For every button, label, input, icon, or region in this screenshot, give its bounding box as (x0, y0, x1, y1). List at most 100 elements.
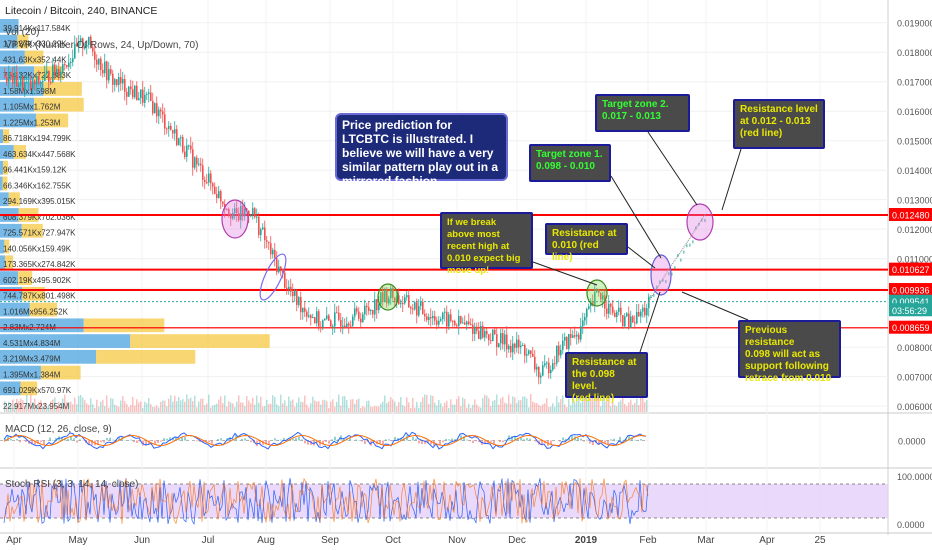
candle-body (634, 322, 636, 324)
candle-body (152, 100, 154, 114)
candle-body (136, 85, 138, 101)
volume-bar (40, 400, 42, 412)
candle-body (290, 286, 292, 292)
highlight-circle-july-top (221, 199, 249, 239)
volume-bar (34, 398, 36, 412)
volume-bar (384, 395, 386, 412)
volume-bar (176, 401, 178, 412)
macd-histogram-bar (160, 440, 162, 442)
volume-bar (280, 394, 282, 412)
volume-bar (22, 400, 24, 412)
vpvr-row-label: 602.19Kx495.902K (3, 276, 72, 285)
macd-histogram-bar (76, 440, 78, 443)
volume-bar (412, 397, 414, 412)
volume-bar (466, 407, 468, 412)
vpvr-up-bar (0, 302, 30, 317)
volume-bar (434, 402, 436, 412)
candle-body (196, 157, 198, 165)
volume-bar (300, 401, 302, 412)
candle-body (438, 320, 440, 325)
candle-body (624, 316, 626, 327)
x-tick-label: Apr (6, 535, 22, 546)
candle-body (132, 89, 134, 98)
candle-body (580, 326, 582, 340)
macd-histogram-bar (280, 439, 282, 441)
macd-histogram-bar (199, 440, 201, 442)
candle-body (476, 326, 478, 331)
volume-bar (306, 404, 308, 412)
macd-histogram-bar (52, 439, 54, 441)
candle-body (22, 76, 24, 91)
volume-bar (498, 404, 500, 412)
candle-body (378, 304, 380, 311)
macd-histogram-bar (448, 439, 450, 441)
volume-bar (86, 403, 88, 412)
candle-body (354, 308, 356, 317)
macd-histogram-bar (361, 440, 363, 442)
volume-bar (472, 404, 474, 412)
volume-bar (230, 402, 232, 412)
volume-bar (252, 397, 254, 412)
candle-body (146, 93, 148, 95)
candle-body (636, 311, 638, 324)
candle-body (204, 179, 206, 183)
candle-body (36, 75, 38, 85)
vpvr-row-label: 96.441Kx159.12K (3, 166, 67, 175)
volume-bar (104, 406, 106, 412)
candle-body (600, 292, 602, 300)
volume-bar (142, 407, 144, 412)
macd-histogram-bar (283, 437, 285, 441)
macd-histogram-bar (19, 440, 21, 443)
macd-histogram-bar (292, 438, 294, 441)
vpvr-down-bar (4, 255, 14, 270)
vpvr-up-bar (0, 50, 25, 65)
candle-body (88, 36, 90, 45)
candle-body (238, 213, 240, 221)
macd-histogram-bar (73, 438, 75, 441)
volume-bar (214, 404, 216, 412)
candle-body (538, 367, 540, 378)
macd-histogram-bar (517, 438, 519, 441)
macd-histogram-bar (91, 440, 93, 445)
volume-bar (94, 407, 96, 412)
candle-body (180, 137, 182, 139)
volume-bar (264, 406, 266, 412)
candle-body (230, 214, 232, 219)
volume-bar (288, 396, 290, 412)
macd-histogram-bar (535, 440, 537, 442)
volume-bar (92, 404, 94, 412)
macd-histogram-bar (97, 440, 99, 446)
volume-bar (630, 399, 632, 412)
macd-histogram-bar (445, 438, 447, 441)
volume-bar (518, 400, 520, 412)
volume-bar (54, 397, 56, 412)
candle-body (602, 295, 604, 300)
macd-histogram-bar (268, 440, 270, 446)
macd-histogram-bar (163, 438, 165, 441)
candle-body (186, 145, 188, 157)
candle-body (70, 62, 72, 64)
volume-bar (358, 398, 360, 412)
candle-body (626, 313, 628, 317)
volume-bar (382, 401, 384, 412)
volume-bar (296, 402, 298, 412)
x-tick-label: 25 (814, 535, 826, 546)
macd-histogram-bar (55, 437, 57, 441)
volume-bar (546, 398, 548, 412)
volume-bar (330, 401, 332, 412)
volume-bar (76, 404, 78, 412)
candle-body (548, 362, 550, 374)
volume-bar (314, 400, 316, 412)
volume-bar (74, 397, 76, 412)
volume-bar (332, 399, 334, 412)
volume-bar (110, 398, 112, 412)
symbol-title: Litecoin / Bitcoin, 240, BINANCE (5, 5, 157, 17)
macd-histogram-bar (208, 440, 210, 443)
volume-bar (622, 397, 624, 412)
macd-histogram-bar (640, 438, 642, 441)
macd-histogram-bar (157, 440, 159, 443)
candle-body (512, 343, 514, 353)
volume-bar (14, 404, 16, 412)
candle-body (30, 80, 32, 90)
